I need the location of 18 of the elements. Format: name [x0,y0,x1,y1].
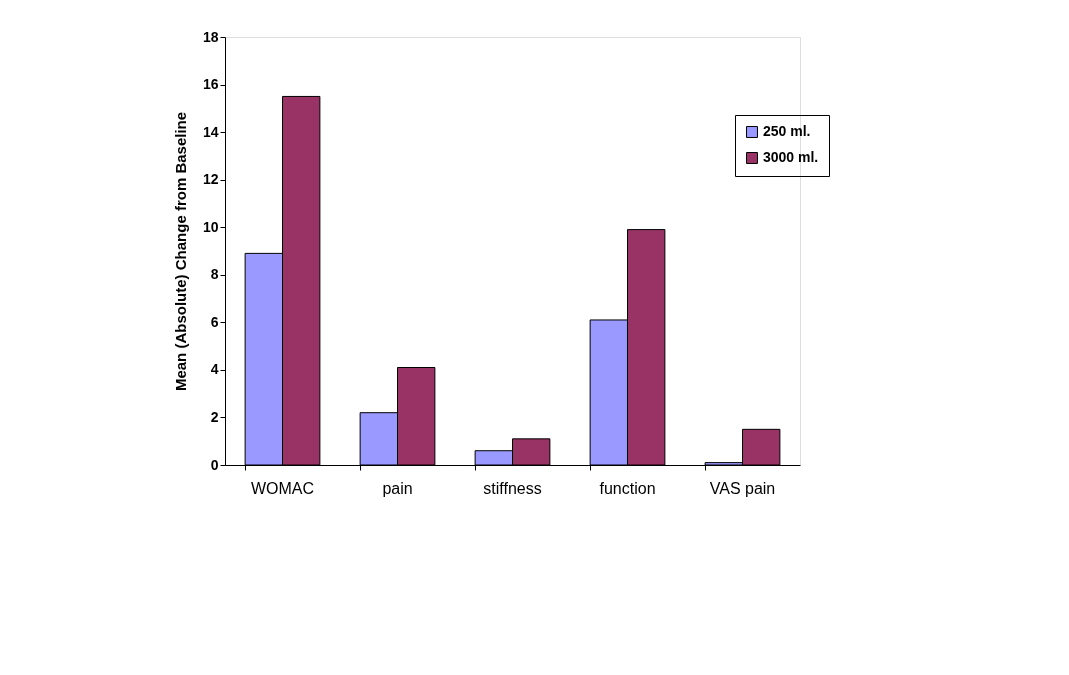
y-tick-label: 12 [202,171,219,188]
x-tick-label: function [599,479,656,497]
y-tick-label: 6 [210,313,219,330]
y-tick-label: 2 [210,408,219,425]
y-tick-label: 4 [210,361,219,378]
y-tick-label: 16 [202,76,219,93]
legend-label: 250 ml. [763,123,811,139]
legend-label: 3000 ml. [763,149,819,165]
x-tick-label: pain [382,479,413,497]
y-tick-label: 10 [202,218,219,235]
y-tick-label: 0 [210,456,219,473]
x-tick-label: VAS pain [709,479,776,497]
y-tick-label: 8 [210,266,219,283]
y-tick-label: 18 [202,28,219,45]
y-axis-title: Mean (Absolute) Change from Baseline [171,111,189,392]
y-tick-label: 14 [202,123,219,140]
x-tick-label: stiffness [483,479,542,497]
x-tick-label: WOMAC [250,479,315,497]
